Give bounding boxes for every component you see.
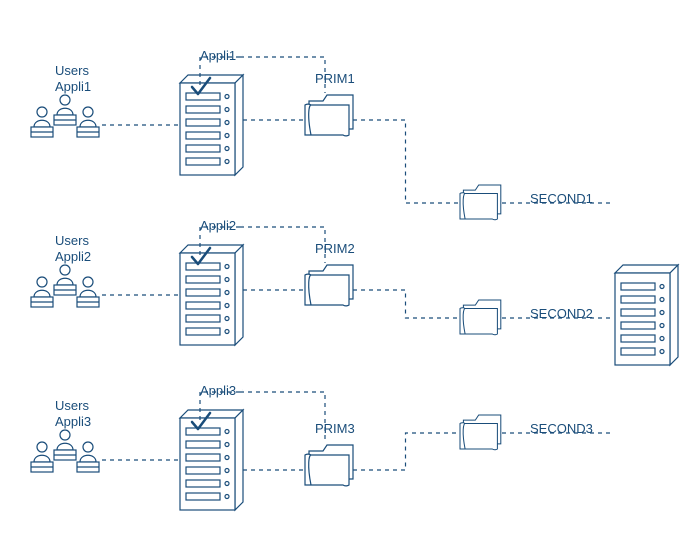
server-icon	[180, 410, 243, 510]
folder-icon	[305, 445, 353, 486]
architecture-diagram: UsersAppli1 Appli1 PRIM1 SECOND1 UsersAppli2…	[0, 0, 690, 550]
users-icon	[31, 265, 99, 307]
server-icon	[180, 245, 243, 345]
folder-icon	[305, 95, 353, 136]
folder-icon	[460, 300, 501, 335]
users-label: UsersAppli2	[55, 233, 91, 264]
server-icon	[180, 75, 243, 175]
users-label: UsersAppli1	[55, 63, 91, 94]
application-label: Appli1	[200, 48, 236, 63]
secondary-label: SECOND3	[530, 421, 593, 436]
secondary-label: SECOND1	[530, 191, 593, 206]
folder-icon	[305, 265, 353, 306]
primary-label: PRIM1	[315, 71, 355, 86]
secondary-label: SECOND2	[530, 306, 593, 321]
application-label: Appli3	[200, 383, 236, 398]
primary-label: PRIM2	[315, 241, 355, 256]
users-icon	[31, 95, 99, 137]
users-icon	[31, 430, 99, 472]
server-icon	[615, 265, 678, 365]
folder-icon	[460, 185, 501, 220]
folder-icon	[460, 415, 501, 450]
users-label: UsersAppli3	[55, 398, 91, 429]
application-label: Appli2	[200, 218, 236, 233]
primary-label: PRIM3	[315, 421, 355, 436]
